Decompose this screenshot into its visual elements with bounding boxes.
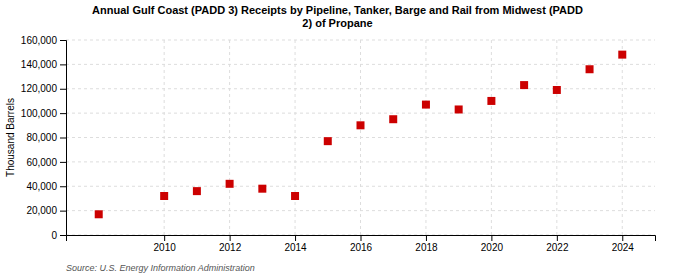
grid-line-x — [556, 40, 557, 235]
x-tick: 2022 — [546, 235, 569, 253]
grid-line-x — [360, 40, 361, 235]
x-tick-mark — [164, 235, 165, 241]
y-tick-mark — [60, 235, 66, 236]
y-tick-mark — [60, 162, 66, 163]
y-tick-label: 40,000 — [26, 181, 57, 192]
title: Annual Gulf Coast (PADD 3) Receipts by P… — [92, 4, 583, 29]
chart-svg: 2010 2012 2014 2016 2018 2020 2022 2024 0 20,000 4… — [0, 0, 675, 275]
y-axis-title: Thousand Barrels — [5, 98, 16, 177]
chart-container: 2010 2012 2014 2016 2018 2020 2022 2024 0 20,000 4… — [0, 0, 675, 275]
grid-line-x — [164, 40, 165, 235]
y-tick-mark — [60, 138, 66, 139]
title-line: Annual Gulf Coast (PADD 3) Receipts by P… — [92, 4, 583, 16]
points — [95, 51, 627, 219]
x-tick: 2016 — [350, 235, 373, 253]
point — [258, 185, 266, 193]
x-tick: 2014 — [284, 235, 307, 253]
x-axis-line — [67, 236, 656, 242]
grid — [66, 40, 655, 235]
y-tick-label: 120,000 — [21, 83, 58, 94]
y-tick-label: 100,000 — [21, 108, 58, 119]
title-line: 2) of Propane — [302, 17, 372, 29]
x-tick: 2018 — [415, 235, 438, 253]
x-tick-mark — [295, 235, 296, 241]
y-axis-line — [60, 41, 67, 236]
y-tick: 60,000 — [26, 157, 66, 168]
point — [95, 210, 103, 218]
point — [357, 121, 365, 129]
y-tick-label: 0 — [51, 230, 57, 241]
y-tick: 20,000 — [26, 205, 66, 216]
point — [226, 180, 234, 188]
y-tick: 140,000 — [21, 59, 66, 70]
grid-line-x — [425, 40, 426, 235]
x-tick-label: 2010 — [154, 242, 177, 253]
x-tick-label: 2022 — [546, 242, 569, 253]
grid-line-x — [622, 40, 623, 235]
point — [389, 115, 397, 123]
x-tick-label: 2014 — [284, 242, 307, 253]
x-tick-mark — [557, 235, 558, 241]
y-tick-mark — [60, 186, 66, 187]
y-tick-label: 60,000 — [26, 157, 57, 168]
x-tick-mark — [491, 235, 492, 241]
point — [586, 65, 594, 73]
point — [618, 51, 626, 59]
x-tick-label: 2024 — [612, 242, 635, 253]
y-tick-label: 160,000 — [21, 35, 58, 46]
y-axis: 0 20,000 40,000 60,000 80,000 100,000 120,000 1… — [21, 35, 67, 241]
x-tick-mark — [361, 235, 362, 241]
point — [422, 101, 430, 109]
x-axis: 2010 2012 2014 2016 2018 2020 2022 2024 — [67, 235, 656, 253]
x-tick-label: 2018 — [415, 242, 438, 253]
point — [193, 187, 201, 195]
y-tick-mark — [60, 211, 66, 212]
y-tick-label: 80,000 — [26, 132, 57, 143]
y-tick-label: 140,000 — [21, 59, 58, 70]
x-tick: 2024 — [612, 235, 635, 253]
x-tick: 2010 — [154, 235, 177, 253]
source: Source: U.S. Energy Information Administ… — [66, 263, 255, 273]
y-tick-mark — [60, 113, 66, 114]
point — [520, 81, 528, 89]
x-tick-mark — [622, 235, 623, 241]
x-tick: 2020 — [481, 235, 504, 253]
y-tick-mark — [60, 89, 66, 90]
point — [324, 137, 332, 145]
y-tick: 160,000 — [21, 35, 66, 46]
y-tick: 100,000 — [21, 108, 66, 119]
grid-line-x — [491, 40, 492, 235]
x-tick: 2012 — [219, 235, 242, 253]
y-tick-mark — [60, 64, 66, 65]
x-tick-label: 2016 — [350, 242, 373, 253]
y-tick-mark — [60, 40, 66, 41]
point — [487, 97, 495, 105]
y-tick-label: 20,000 — [26, 205, 57, 216]
grid-line-x — [295, 40, 296, 235]
x-tick-label: 2012 — [219, 242, 242, 253]
y-tick: 0 — [51, 230, 66, 241]
y-tick: 80,000 — [26, 132, 66, 143]
x-tick-mark — [230, 235, 231, 241]
x-tick-mark — [426, 235, 427, 241]
point — [553, 86, 561, 94]
y-tick: 40,000 — [26, 181, 66, 192]
x-tick-label: 2020 — [481, 242, 504, 253]
point — [291, 192, 299, 200]
y-tick: 120,000 — [21, 83, 66, 94]
point — [160, 192, 168, 200]
point — [455, 105, 463, 113]
grid-line-x — [229, 40, 230, 235]
